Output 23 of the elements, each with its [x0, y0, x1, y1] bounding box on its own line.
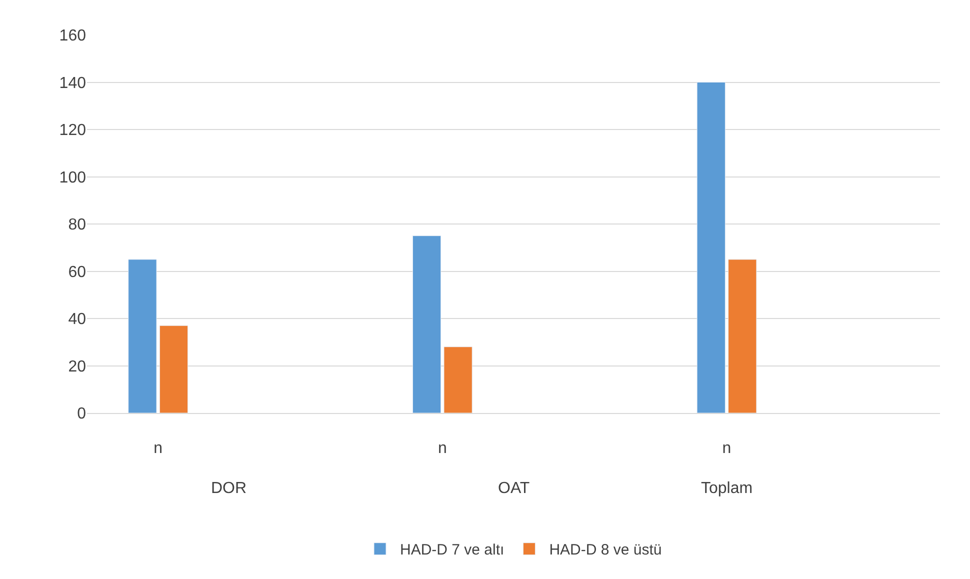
bar: [412, 236, 442, 413]
text: DOR: [211, 480, 247, 497]
y-tick-label: 120: [59, 122, 86, 140]
y-tick-label: 160: [59, 28, 86, 45]
y-tick-label: 80: [68, 216, 86, 234]
y-tick-label: 60: [68, 264, 86, 281]
legend-label: HAD-D 8 ve üstü: [549, 542, 662, 559]
text: OAT: [498, 480, 530, 497]
x-tick-label: n: [722, 440, 732, 458]
bar: [696, 82, 726, 413]
x-tick-label: n: [154, 440, 163, 458]
bar: [728, 259, 757, 413]
x-tick-label: n: [438, 440, 447, 458]
y-tick-label: 100: [59, 169, 86, 186]
y-tick-label: 0: [77, 406, 86, 423]
bar: [444, 346, 472, 413]
y-tick-label: 140: [59, 74, 86, 92]
bar: [128, 259, 157, 413]
y-tick-label: 20: [68, 358, 86, 376]
y-tick-label: 40: [68, 311, 86, 328]
legend-label: HAD-D 7 ve altı: [400, 542, 504, 559]
text: Toplam: [701, 480, 753, 497]
bar: [159, 325, 188, 413]
